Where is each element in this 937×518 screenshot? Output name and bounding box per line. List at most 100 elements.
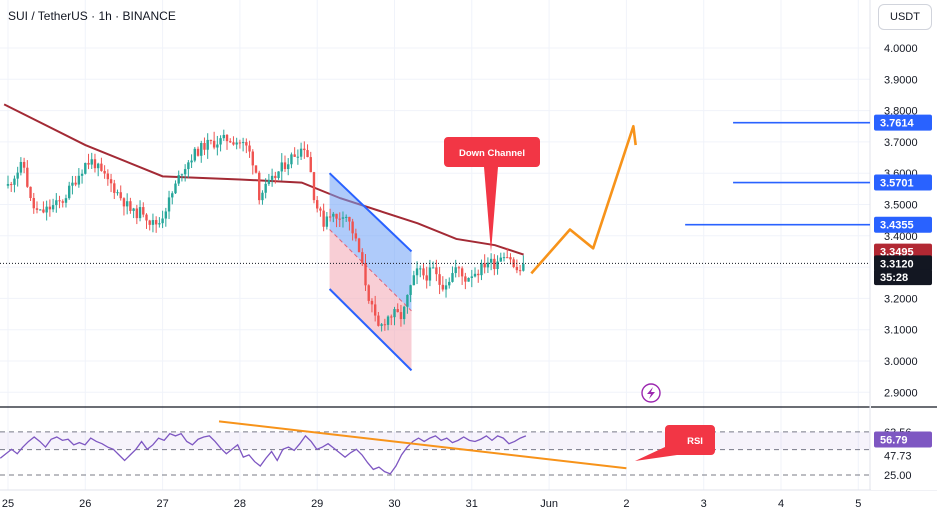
- candle-body: [444, 285, 448, 290]
- candle-body: [467, 277, 470, 282]
- rsi-pane: [0, 420, 870, 476]
- candle-body: [309, 157, 312, 173]
- candle-body: [496, 261, 499, 270]
- candle-body: [499, 257, 502, 262]
- candle-body: [80, 173, 84, 176]
- time-tick-label: 3: [701, 498, 707, 510]
- rsi-trendline[interactable]: [218, 420, 627, 470]
- price-badge-target: [874, 216, 932, 233]
- callouts-layer[interactable]: Down Channel RSI: [444, 137, 715, 461]
- candle-body: [212, 140, 216, 148]
- price-tick-label: 3.0000: [884, 356, 918, 368]
- lightning-icon[interactable]: [641, 383, 661, 403]
- price-badge-label-target: 3.7614: [880, 118, 915, 130]
- candle-body: [142, 207, 145, 215]
- candle-body: [209, 139, 213, 141]
- candle-body: [177, 175, 180, 184]
- candle-body: [515, 266, 519, 271]
- candle-body: [457, 267, 461, 269]
- projection-path[interactable]: [530, 124, 637, 275]
- candle-body: [509, 257, 512, 260]
- candle-body: [367, 285, 370, 301]
- candle-body: [299, 148, 303, 157]
- channel-upper-line[interactable]: [328, 172, 413, 253]
- time-tick-label: 4: [778, 498, 784, 510]
- candle-body: [145, 214, 148, 221]
- candle-body: [158, 223, 161, 225]
- candle-body: [312, 172, 316, 201]
- candle-body: [357, 238, 361, 253]
- candle-body: [19, 161, 23, 173]
- callout-bubble: [444, 137, 540, 252]
- candle-body: [206, 139, 209, 150]
- callout-bubble: [635, 425, 715, 461]
- candle-body: [428, 267, 432, 281]
- candle-body: [380, 324, 383, 326]
- candle-body: [338, 218, 341, 220]
- price-tick-label: 3.2000: [884, 293, 918, 305]
- candle-body: [222, 134, 225, 139]
- candle-body: [425, 275, 428, 281]
- candle-body: [200, 143, 203, 156]
- channel-lower-line[interactable]: [328, 288, 413, 372]
- down-channel-callout[interactable]: Down Channel: [444, 137, 540, 252]
- candle-body: [280, 162, 283, 172]
- candle-body: [261, 192, 264, 201]
- projection-layer[interactable]: [530, 124, 637, 275]
- price-badge-label-target: 3.5701: [880, 178, 914, 190]
- candle-body: [364, 263, 367, 286]
- time-tick-label: 31: [466, 498, 478, 510]
- channel-middle-line: [329, 229, 412, 312]
- candle-body: [10, 184, 13, 186]
- rsi-callout[interactable]: RSI: [635, 425, 715, 461]
- down-channel-layer[interactable]: [328, 172, 413, 372]
- candle-body: [167, 197, 171, 212]
- candle-body: [6, 184, 10, 186]
- candle-body: [138, 207, 142, 219]
- candle-body: [435, 267, 438, 275]
- price-axis[interactable]: 4.00003.90003.80003.70003.60003.50003.40…: [871, 0, 937, 490]
- candle-body: [441, 284, 445, 290]
- price-tick-label: 3.4000: [884, 231, 918, 243]
- candle-body: [518, 270, 522, 272]
- candle-body: [386, 316, 390, 325]
- candle-body: [26, 167, 29, 187]
- candle-body: [241, 142, 245, 144]
- candle-body: [406, 294, 409, 307]
- candle-body: [486, 262, 490, 268]
- candle-body: [287, 164, 290, 170]
- candle-body: [235, 142, 238, 145]
- candle-body: [522, 264, 525, 271]
- candle-body: [283, 162, 287, 170]
- time-tick-label: Jun: [540, 498, 558, 510]
- currency-unit-button[interactable]: USDT: [878, 4, 932, 30]
- candle-body: [335, 213, 338, 219]
- time-tick-label: 27: [156, 498, 168, 510]
- candle-body: [328, 216, 332, 218]
- candle-body: [293, 154, 296, 157]
- candle-body: [319, 208, 322, 211]
- candle-body: [183, 169, 187, 175]
- rsi-callout-label: RSI: [687, 436, 703, 447]
- candle-body: [451, 273, 454, 282]
- candle-body: [64, 198, 68, 203]
- candle-body: [71, 182, 74, 186]
- candle-body: [119, 192, 122, 199]
- candle-body: [274, 175, 277, 179]
- candle-body: [203, 143, 206, 150]
- candle-body: [454, 267, 457, 274]
- candle-body: [370, 300, 374, 305]
- time-axis[interactable]: 25 26 27 28 29 30 31 Jun 2 3 4 5: [2, 498, 861, 510]
- candle-body: [267, 179, 271, 184]
- candle-body: [238, 142, 242, 144]
- candle-body: [448, 281, 451, 286]
- candle-body: [116, 192, 119, 194]
- candle-body: [161, 218, 164, 224]
- time-tick-label: 30: [388, 498, 400, 510]
- candle-body: [106, 173, 110, 180]
- candle-body: [55, 200, 58, 206]
- candle-body: [16, 172, 19, 179]
- candle-body: [122, 198, 126, 207]
- target-lines-layer[interactable]: [0, 121, 870, 264]
